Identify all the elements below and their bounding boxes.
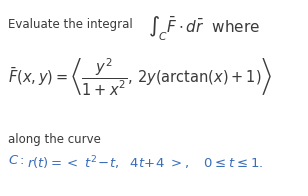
Text: $\mathit{r}(t) = <\ t^2\!-\!t,\ \ 4t\!+\!4\ >,\quad 0\leq t\leq 1.$: $\mathit{r}(t) = <\ t^2\!-\!t,\ \ 4t\!+\… bbox=[27, 154, 263, 172]
Text: Evaluate the integral: Evaluate the integral bbox=[8, 18, 133, 31]
Text: $C:$: $C:$ bbox=[8, 154, 25, 167]
Text: along the curve: along the curve bbox=[8, 133, 101, 146]
Text: $\bar{F}(x,y)=\left\langle \dfrac{y^2}{1+x^2},\, 2y(\mathrm{arctan}(x)+1)\right\: $\bar{F}(x,y)=\left\langle \dfrac{y^2}{1… bbox=[8, 56, 273, 97]
Text: $\int_C \bar{F}\cdot d\bar{r}$  where: $\int_C \bar{F}\cdot d\bar{r}$ where bbox=[148, 14, 260, 43]
